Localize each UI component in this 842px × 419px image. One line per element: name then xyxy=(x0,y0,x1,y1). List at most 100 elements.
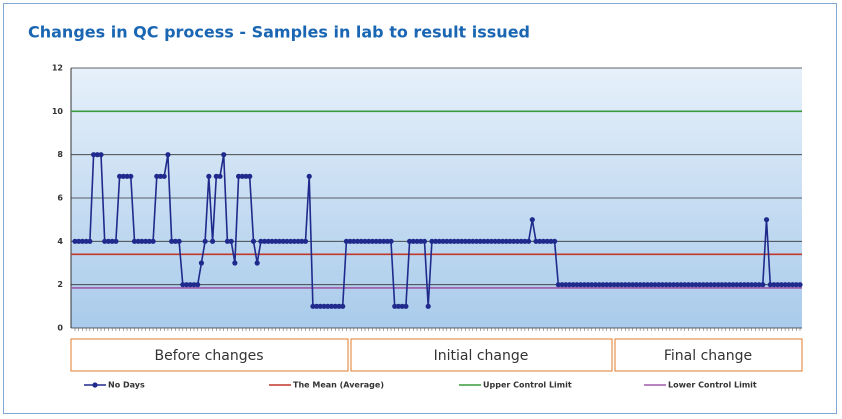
data-point xyxy=(511,238,517,244)
data-point xyxy=(395,303,402,309)
data-point xyxy=(131,238,138,244)
data-point xyxy=(139,238,145,244)
data-point xyxy=(700,282,706,288)
legend-label: Lower Control Limit xyxy=(668,381,757,390)
data-point xyxy=(247,173,253,179)
data-point xyxy=(362,238,368,244)
data-point xyxy=(563,282,569,288)
data-point xyxy=(578,282,584,288)
data-point xyxy=(250,238,257,244)
data-point xyxy=(90,152,97,158)
chart: Changes in QC process - Samples in lab t… xyxy=(28,23,803,390)
data-point xyxy=(235,173,242,179)
data-point xyxy=(670,282,677,288)
data-point xyxy=(440,238,446,244)
data-point xyxy=(537,238,543,244)
data-point xyxy=(708,282,714,288)
data-point xyxy=(659,282,666,288)
data-point xyxy=(767,282,773,288)
data-point xyxy=(120,173,126,179)
y-tick-label: 2 xyxy=(57,280,63,289)
data-point xyxy=(518,238,524,244)
data-point xyxy=(462,238,468,244)
data-point xyxy=(228,238,234,244)
data-point xyxy=(280,238,286,244)
data-point xyxy=(760,282,766,288)
data-point xyxy=(473,238,480,244)
data-point xyxy=(604,282,610,288)
data-point xyxy=(135,238,141,244)
data-point xyxy=(656,282,662,288)
data-point xyxy=(425,303,431,309)
data-point xyxy=(470,238,476,244)
data-point xyxy=(477,238,483,244)
data-point xyxy=(369,238,376,244)
data-point xyxy=(749,282,755,288)
data-point xyxy=(314,303,320,309)
phase-box xyxy=(70,338,349,372)
data-point xyxy=(217,173,223,179)
data-point xyxy=(206,173,212,179)
data-point xyxy=(180,282,186,288)
y-tick-label: 8 xyxy=(57,150,63,159)
data-point xyxy=(741,282,747,288)
data-point xyxy=(451,238,457,244)
data-point xyxy=(778,282,785,288)
data-point xyxy=(756,282,762,288)
data-point xyxy=(176,238,182,244)
data-point xyxy=(559,282,565,288)
data-point xyxy=(429,238,435,244)
data-point xyxy=(384,238,390,244)
legend-label: No Days xyxy=(108,381,145,390)
data-point xyxy=(533,238,539,244)
data-point xyxy=(284,238,290,244)
data-point xyxy=(366,238,372,244)
data-point xyxy=(459,238,465,244)
data-point xyxy=(678,282,684,288)
data-point xyxy=(213,173,219,179)
data-point xyxy=(775,282,781,288)
data-point xyxy=(358,238,364,244)
data-point xyxy=(377,238,383,244)
data-point xyxy=(321,303,327,309)
data-point xyxy=(269,238,275,244)
data-point xyxy=(633,282,640,288)
data-point xyxy=(522,238,528,244)
data-point xyxy=(310,303,316,309)
data-point xyxy=(407,238,413,244)
data-point xyxy=(711,282,718,288)
data-point xyxy=(607,282,613,288)
data-point xyxy=(351,238,357,244)
data-point xyxy=(128,173,134,179)
data-point xyxy=(555,282,561,288)
data-point xyxy=(72,238,78,244)
phase-box xyxy=(350,338,613,372)
data-point xyxy=(585,282,591,288)
legend-label: Upper Control Limit xyxy=(483,381,572,390)
data-point xyxy=(682,282,688,288)
y-tick-label: 12 xyxy=(52,64,63,73)
data-point xyxy=(306,173,312,179)
data-point xyxy=(87,238,93,244)
data-point xyxy=(288,238,294,244)
data-point xyxy=(388,238,394,244)
y-tick-label: 10 xyxy=(52,107,64,116)
data-point xyxy=(105,238,112,244)
data-point xyxy=(499,238,506,244)
data-point xyxy=(169,238,175,244)
data-point xyxy=(325,303,331,309)
data-point xyxy=(150,238,156,244)
legend-marker xyxy=(92,382,98,388)
data-point xyxy=(94,152,100,158)
data-point xyxy=(183,282,190,288)
data-point xyxy=(340,303,346,309)
data-point xyxy=(124,173,130,179)
data-point xyxy=(343,238,350,244)
data-point xyxy=(291,238,297,244)
data-point xyxy=(719,282,725,288)
data-point xyxy=(224,238,231,244)
data-point xyxy=(195,282,201,288)
data-point xyxy=(485,238,491,244)
data-point xyxy=(98,152,104,158)
data-point xyxy=(273,238,279,244)
